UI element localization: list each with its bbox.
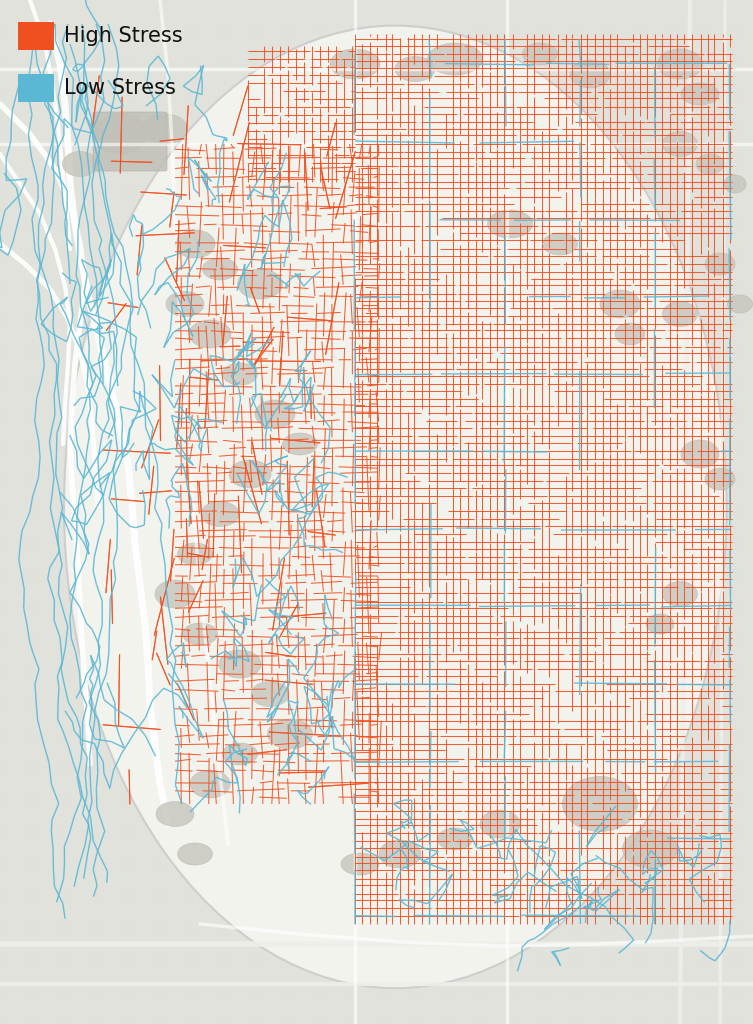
Ellipse shape (189, 319, 231, 348)
Ellipse shape (222, 362, 258, 385)
Ellipse shape (523, 43, 557, 65)
Ellipse shape (428, 43, 483, 75)
Ellipse shape (190, 770, 230, 798)
Ellipse shape (175, 230, 215, 258)
Ellipse shape (341, 853, 379, 874)
Ellipse shape (542, 233, 578, 255)
Ellipse shape (64, 26, 727, 988)
Ellipse shape (724, 175, 746, 193)
Ellipse shape (727, 295, 752, 313)
Ellipse shape (255, 400, 295, 428)
Ellipse shape (182, 623, 218, 645)
Ellipse shape (229, 460, 271, 488)
Ellipse shape (487, 210, 532, 238)
Ellipse shape (395, 56, 435, 82)
Ellipse shape (562, 776, 638, 831)
Ellipse shape (663, 301, 697, 327)
Ellipse shape (681, 83, 719, 105)
Ellipse shape (663, 131, 697, 157)
Ellipse shape (657, 49, 703, 79)
Ellipse shape (219, 650, 261, 678)
Ellipse shape (379, 840, 421, 868)
Text: Low Stress: Low Stress (64, 78, 176, 98)
Ellipse shape (600, 290, 640, 318)
Ellipse shape (570, 60, 610, 88)
Ellipse shape (156, 802, 194, 826)
Ellipse shape (93, 114, 148, 154)
Ellipse shape (203, 258, 237, 280)
Ellipse shape (251, 682, 289, 707)
Ellipse shape (201, 502, 239, 526)
Bar (18, 74, 54, 102)
Ellipse shape (330, 49, 380, 79)
Ellipse shape (178, 543, 212, 565)
Ellipse shape (705, 253, 735, 275)
Bar (18, 22, 54, 50)
Ellipse shape (178, 843, 212, 865)
Ellipse shape (267, 719, 312, 749)
FancyBboxPatch shape (93, 112, 167, 171)
Ellipse shape (142, 114, 187, 144)
Ellipse shape (480, 810, 520, 838)
Text: High Stress: High Stress (64, 26, 183, 46)
Ellipse shape (62, 152, 97, 176)
Ellipse shape (237, 269, 282, 299)
Ellipse shape (282, 433, 318, 455)
Ellipse shape (663, 582, 697, 606)
Ellipse shape (623, 830, 678, 868)
Ellipse shape (681, 440, 719, 468)
Ellipse shape (437, 828, 472, 850)
Ellipse shape (166, 292, 204, 316)
Ellipse shape (646, 614, 674, 634)
Ellipse shape (222, 743, 258, 765)
Ellipse shape (696, 154, 724, 174)
Ellipse shape (615, 323, 645, 345)
Ellipse shape (155, 580, 195, 608)
Ellipse shape (705, 468, 735, 490)
